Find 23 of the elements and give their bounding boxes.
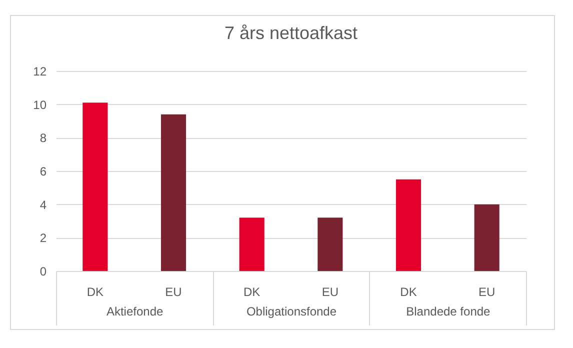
text: EU — [478, 285, 496, 299]
bar — [396, 179, 422, 271]
y-tick-label: 2 — [40, 231, 47, 246]
x-tick-label: Blandede fonde — [406, 304, 491, 318]
series-label: EU — [165, 285, 182, 299]
bar — [82, 102, 108, 271]
bar — [160, 114, 186, 271]
series-label: DK — [86, 285, 104, 299]
y-tick-label: 12 — [33, 64, 47, 78]
chart-title: 7 års nettoafkast — [224, 23, 358, 43]
text: DK — [400, 285, 417, 299]
text: EU — [322, 285, 339, 299]
bar — [239, 218, 264, 271]
y-tick-label: 8 — [40, 131, 47, 146]
y-tick-label: 10 — [33, 98, 47, 112]
text: DK — [243, 285, 260, 299]
bar — [474, 204, 500, 271]
y-tick-label: 6 — [40, 164, 47, 178]
bar — [318, 218, 343, 271]
y-tick-label: 4 — [40, 198, 47, 212]
x-tick-label: Aktiefonde — [106, 304, 164, 318]
x-tick-label: Obligationsfonde — [246, 304, 337, 318]
y-tick-label: 0 — [40, 264, 47, 278]
